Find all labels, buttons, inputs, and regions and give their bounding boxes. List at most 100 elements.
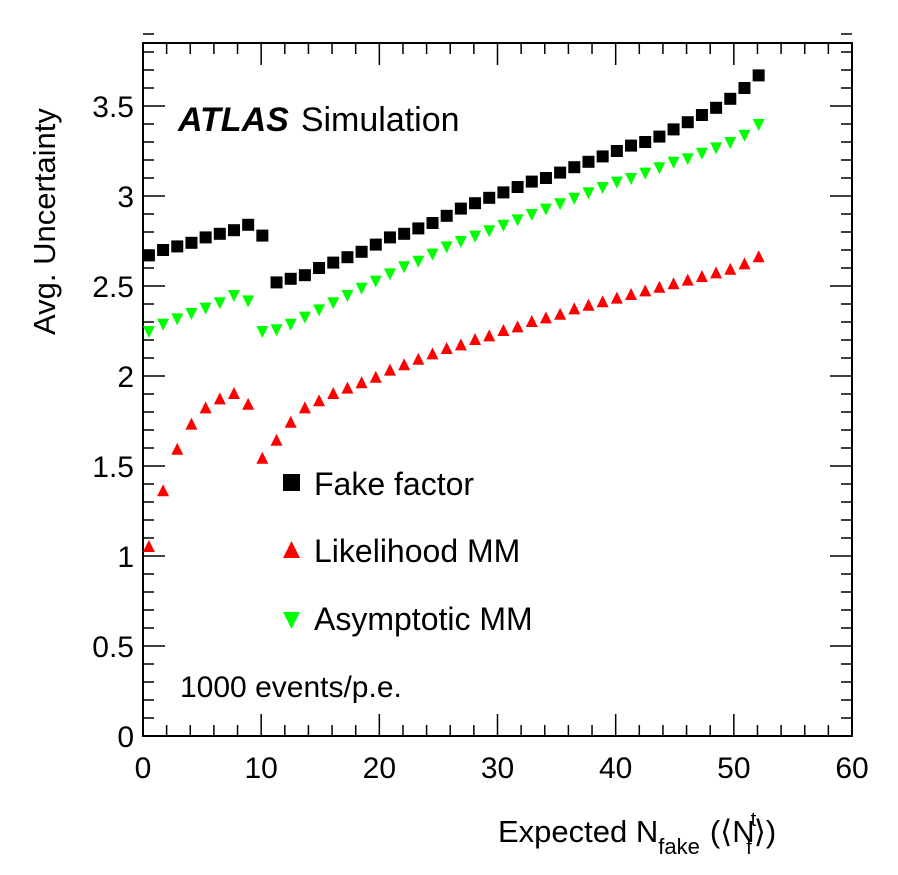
data-point-fake-factor: [242, 218, 255, 231]
data-point-asymptotic-mm: [171, 313, 184, 326]
y-tick-label: 3: [117, 181, 134, 214]
data-point-likelihood-mm: [256, 451, 269, 464]
data-point-fake-factor: [157, 244, 170, 256]
data-point-likelihood-mm: [625, 288, 638, 300]
data-point-likelihood-mm: [412, 352, 425, 365]
data-point-asymptotic-mm: [199, 302, 212, 315]
data-point-asymptotic-mm: [355, 282, 368, 295]
y-tick-label: 0: [117, 721, 134, 754]
y-tick-label: 3.5: [92, 91, 134, 124]
data-point-fake-factor: [454, 202, 467, 215]
data-point-likelihood-mm: [483, 329, 496, 342]
data-point-likelihood-mm: [695, 270, 708, 282]
data-point-asymptotic-mm: [270, 324, 283, 337]
data-point-fake-factor: [738, 82, 751, 94]
data-point-likelihood-mm: [525, 315, 538, 327]
data-point-asymptotic-mm: [369, 275, 382, 288]
x-tick-label: 30: [481, 752, 514, 785]
data-point-likelihood-mm: [142, 540, 155, 552]
data-point-asymptotic-mm: [142, 326, 155, 338]
legend-marker-fake-factor: [283, 474, 300, 491]
legend-label-asymptotic-mm: Asymptotic MM: [314, 601, 533, 637]
data-point-fake-factor: [284, 272, 297, 285]
x-tick-label: 40: [599, 752, 632, 785]
y-tick-label: 2.5: [92, 271, 134, 304]
data-point-likelihood-mm: [724, 262, 737, 275]
data-point-fake-factor: [171, 240, 184, 253]
data-point-likelihood-mm: [213, 392, 226, 405]
data-point-asymptotic-mm: [412, 255, 425, 268]
data-point-likelihood-mm: [710, 266, 723, 279]
legend-marker-likelihood-mm: [283, 541, 300, 558]
data-point-asymptotic-mm: [440, 241, 453, 254]
data-point-asymptotic-mm: [426, 248, 439, 261]
data-point-asymptotic-mm: [752, 119, 765, 131]
data-point-likelihood-mm: [653, 280, 666, 293]
data-point-fake-factor: [525, 175, 538, 188]
y-tick-label: 2: [117, 361, 134, 394]
data-point-fake-factor: [483, 191, 496, 204]
experiment-label: ATLAS Simulation: [177, 101, 460, 139]
data-point-asymptotic-mm: [511, 214, 524, 227]
data-point-fake-factor: [426, 217, 439, 229]
data-point-fake-factor: [497, 186, 510, 199]
data-point-fake-factor: [511, 181, 524, 193]
x-tick-label: 50: [717, 752, 750, 785]
events-annotation: 1000 events/p.e.: [180, 671, 402, 704]
data-point-asymptotic-mm: [185, 308, 198, 320]
data-point-likelihood-mm: [568, 302, 581, 315]
data-point-likelihood-mm: [454, 338, 467, 351]
data-point-likelihood-mm: [199, 401, 212, 414]
data-point-likelihood-mm: [596, 295, 609, 308]
data-point-asymptotic-mm: [681, 153, 694, 166]
data-point-likelihood-mm: [469, 333, 482, 345]
data-point-fake-factor: [440, 209, 453, 222]
data-point-likelihood-mm: [284, 415, 297, 428]
data-points: [142, 69, 765, 552]
data-point-likelihood-mm: [681, 273, 694, 286]
data-point-fake-factor: [298, 269, 311, 282]
data-point-asymptotic-mm: [625, 173, 638, 185]
data-point-likelihood-mm: [426, 347, 439, 360]
data-point-likelihood-mm: [157, 484, 170, 497]
data-point-fake-factor: [667, 123, 680, 136]
data-point-asymptotic-mm: [554, 198, 567, 211]
data-point-likelihood-mm: [171, 442, 184, 455]
data-point-fake-factor: [213, 227, 226, 240]
y-tick-label: 1: [117, 541, 134, 574]
data-point-likelihood-mm: [497, 324, 510, 336]
data-point-asymptotic-mm: [695, 147, 708, 160]
data-point-likelihood-mm: [369, 370, 382, 383]
data-point-likelihood-mm: [667, 277, 680, 290]
data-point-likelihood-mm: [539, 311, 552, 324]
data-point-asymptotic-mm: [383, 268, 396, 281]
data-point-asymptotic-mm: [724, 137, 737, 149]
data-point-asymptotic-mm: [227, 290, 240, 302]
data-point-likelihood-mm: [227, 387, 240, 399]
data-point-asymptotic-mm: [454, 236, 467, 248]
data-point-likelihood-mm: [270, 433, 283, 446]
data-point-fake-factor: [313, 262, 326, 274]
data-point-fake-factor: [539, 172, 552, 184]
data-point-fake-factor: [185, 236, 198, 249]
data-point-likelihood-mm: [738, 257, 751, 270]
data-point-fake-factor: [625, 139, 638, 152]
data-point-fake-factor: [752, 69, 765, 82]
data-point-fake-factor: [412, 222, 425, 235]
data-point-fake-factor: [582, 155, 595, 168]
data-point-likelihood-mm: [511, 320, 524, 333]
data-point-fake-factor: [256, 229, 269, 242]
axis-ticks: [142, 33, 853, 737]
data-point-fake-factor: [568, 161, 581, 174]
legend-label-likelihood-mm: Likelihood MM: [314, 533, 520, 569]
data-point-likelihood-mm: [610, 291, 623, 304]
data-point-asymptotic-mm: [242, 295, 255, 308]
data-point-fake-factor: [610, 145, 623, 157]
data-point-asymptotic-mm: [469, 230, 482, 243]
data-point-fake-factor: [142, 249, 155, 262]
data-point-asymptotic-mm: [582, 187, 595, 200]
y-tick-label: 1.5: [92, 451, 134, 484]
x-tick-label: 20: [363, 752, 396, 785]
data-point-likelihood-mm: [398, 358, 411, 371]
legend: Fake factor Likelihood MM Asymptotic MM: [283, 466, 533, 637]
